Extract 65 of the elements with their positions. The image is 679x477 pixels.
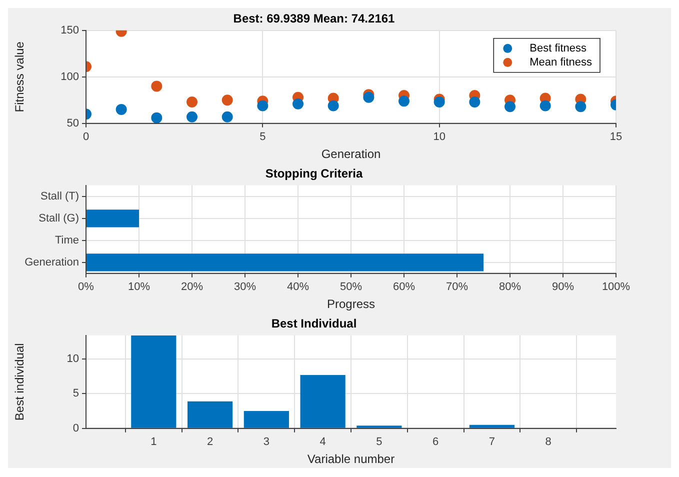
x-tick-label: 6 <box>432 436 439 448</box>
x-tick-label: 4 <box>320 436 326 448</box>
x-tick-label: 5 <box>376 436 382 448</box>
bar <box>469 424 515 428</box>
point <box>151 112 162 124</box>
x-tick-label: 1 <box>150 436 157 448</box>
y-tick-label: 150 <box>60 24 79 36</box>
x-tick-label: 0 <box>82 131 90 144</box>
x-tick-label: 100% <box>602 281 630 294</box>
x-tick-label: 30% <box>234 281 256 294</box>
legend-label: Mean fitness <box>530 56 592 68</box>
x-tick-label: 90% <box>552 281 574 294</box>
point <box>434 96 445 108</box>
x-tick-label: 8 <box>545 436 552 448</box>
chart-title: Best: 69.9389 Mean: 74.2161 <box>233 12 396 26</box>
x-tick-label: 2 <box>206 436 214 448</box>
bar <box>131 335 176 428</box>
x-axis-title: Generation <box>321 147 381 162</box>
x-tick-label: 7 <box>488 436 496 448</box>
point <box>575 101 586 112</box>
point <box>116 104 127 115</box>
point <box>504 101 516 112</box>
y-tick-label: Stall (G) <box>38 212 79 224</box>
y-tick-label: 5 <box>72 388 79 400</box>
chart-title: Best Individual <box>271 316 357 331</box>
x-tick-label: 60% <box>392 281 416 294</box>
point <box>151 80 162 92</box>
chart-title: Stopping Criteria <box>265 166 363 181</box>
y-tick-label: Time <box>54 234 79 246</box>
x-tick-label: 40% <box>286 281 310 294</box>
x-tick-label: 10% <box>128 281 150 294</box>
y-tick-label: 50 <box>66 117 79 130</box>
point <box>292 98 304 110</box>
y-tick-label: Stall (T) <box>40 190 79 202</box>
legend-label: Best fitness <box>530 42 587 54</box>
y-tick-label: 10 <box>66 353 79 366</box>
point <box>222 111 233 122</box>
point <box>328 100 339 112</box>
x-tick-label: 5 <box>260 131 266 144</box>
bar <box>244 411 289 428</box>
y-axis-title: Best individual <box>12 343 27 421</box>
x-tick-label: 20% <box>180 281 204 294</box>
y-tick-label: Generation <box>24 256 79 268</box>
point <box>363 92 374 103</box>
y-axis-title: Fitness value <box>12 41 27 112</box>
point <box>469 96 480 108</box>
bar <box>300 374 346 428</box>
x-tick-label: 50% <box>340 281 362 294</box>
point <box>222 94 233 106</box>
x-tick-label: 15 <box>610 131 622 144</box>
point <box>186 111 198 122</box>
x-tick-label: 3 <box>263 436 270 448</box>
y-tick-label: 0 <box>72 422 79 434</box>
bar <box>187 401 233 428</box>
x-tick-label: 10 <box>433 131 446 144</box>
point <box>398 96 410 107</box>
point <box>186 96 198 108</box>
y-tick-label: 100 <box>60 70 79 83</box>
point <box>257 100 268 112</box>
x-tick-label: 70% <box>446 281 468 294</box>
x-axis-title: Variable number <box>307 452 395 466</box>
x-tick-label: 0% <box>78 281 94 294</box>
x-tick-label: 80% <box>498 281 522 294</box>
x-axis-title: Progress <box>326 297 376 312</box>
point <box>540 100 551 112</box>
